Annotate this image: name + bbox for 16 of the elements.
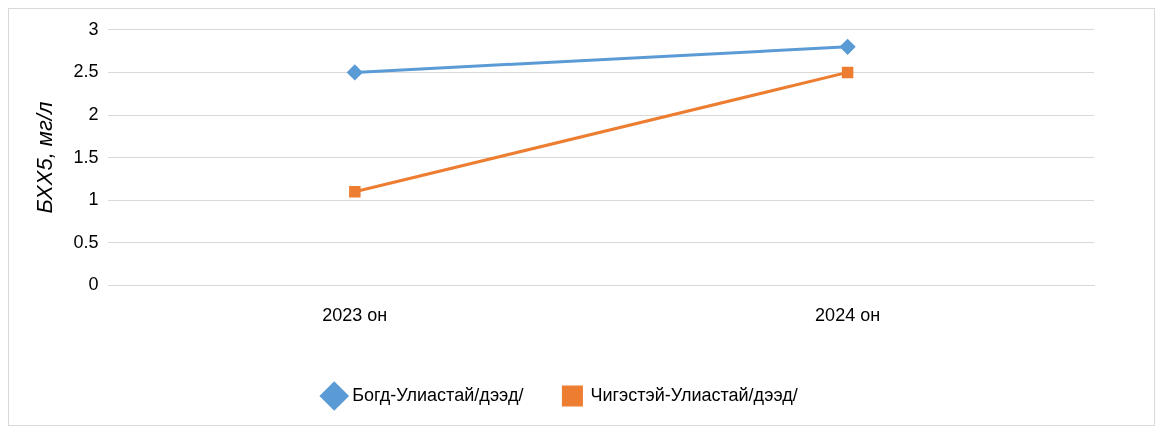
y-tick-label: 1 (88, 189, 99, 210)
y-tick-label: 3 (88, 18, 99, 39)
y-tick-label: 2 (88, 103, 99, 124)
point (841, 66, 854, 79)
x-tick-label: 2023 он (322, 305, 388, 326)
y-axis-title: БХХ5, мг/л (32, 101, 58, 214)
x-tick-label: 2024 он (815, 305, 881, 326)
legend-label: Чигэстэй-Улиастай/дээд/ (590, 384, 798, 405)
point (347, 64, 363, 80)
y-tick-label: 2.5 (73, 61, 99, 82)
y-tick-label: 0.5 (73, 231, 99, 252)
y-tick-label: 0 (88, 274, 99, 295)
legend-label: Богд-Улиастай/дээд/ (352, 384, 524, 405)
point (840, 39, 856, 55)
point (349, 185, 361, 198)
y-tick-label: 1.5 (73, 146, 99, 167)
